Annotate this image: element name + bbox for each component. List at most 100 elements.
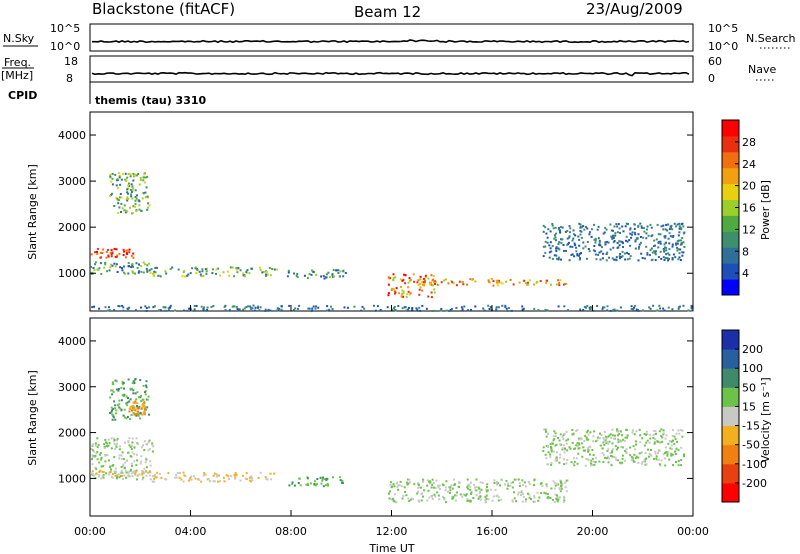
range-gate-cell	[113, 205, 116, 207]
range-gate-cell	[518, 485, 521, 487]
range-gate-cell	[590, 464, 593, 467]
range-gate-cell	[109, 195, 112, 197]
range-gate-cell	[578, 258, 581, 261]
range-gate-cell	[133, 413, 136, 416]
range-gate-cell	[645, 237, 648, 240]
range-gate-cell	[640, 252, 643, 255]
range-gate-cell	[132, 470, 135, 473]
range-gate-cell	[433, 288, 436, 291]
range-gate-cell	[200, 305, 203, 308]
range-gate-cell	[592, 309, 595, 312]
range-gate-cell	[247, 305, 250, 308]
range-gate-cell	[555, 246, 558, 249]
range-gate-cell	[561, 447, 564, 450]
range-gate-cell	[641, 309, 644, 312]
range-gate-cell	[604, 226, 607, 229]
range-gate-cell	[293, 272, 296, 275]
range-gate-cell	[526, 492, 529, 495]
range-gate-cell	[121, 380, 124, 383]
range-gate-cell	[427, 295, 430, 298]
range-gate-cell	[441, 495, 444, 498]
range-gate-cell	[184, 475, 187, 478]
range-gate-cell	[322, 476, 325, 479]
range-gate-cell	[110, 447, 113, 450]
range-gate-cell	[664, 437, 667, 440]
range-gate-cell	[130, 462, 133, 465]
range-gate-cell	[676, 223, 679, 226]
range-gate-cell	[561, 436, 564, 439]
range-gate-cell	[144, 191, 147, 194]
range-gate-cell	[136, 453, 138, 456]
range-gate-cell	[648, 441, 651, 444]
range-gate-cell	[599, 432, 601, 435]
range-gate-cell	[438, 484, 441, 487]
range-gate-cell	[133, 460, 136, 463]
range-gate-cell	[136, 402, 139, 405]
range-gate-cell	[578, 443, 581, 446]
range-gate-cell	[99, 452, 102, 454]
range-gate-cell	[148, 204, 151, 207]
range-gate-cell	[629, 228, 632, 231]
range-gate-cell	[449, 309, 452, 311]
range-gate-cell	[153, 474, 156, 477]
range-gate-cell	[225, 474, 228, 477]
range-gate-cell	[235, 267, 238, 270]
range-gate-cell	[653, 442, 656, 445]
range-gate-cell	[607, 455, 610, 458]
range-gate-cell	[527, 283, 530, 286]
power-colorbar-swatch	[722, 215, 739, 232]
range-gate-cell	[605, 253, 608, 255]
velocity-colorbar-tick-label: 200	[742, 343, 763, 356]
range-gate-cell	[606, 457, 608, 460]
range-gate-cell	[115, 444, 118, 447]
range-gate-cell	[430, 274, 433, 277]
range-gate-cell	[677, 248, 680, 251]
range-gate-cell	[658, 463, 661, 466]
range-gate-cell	[680, 459, 683, 461]
range-gate-cell	[132, 256, 135, 259]
range-gate-cell	[115, 409, 118, 412]
range-gate-cell	[662, 228, 665, 231]
range-gate-cell	[402, 291, 405, 294]
range-gate-cell	[118, 252, 121, 255]
range-gate-cell	[575, 250, 578, 253]
range-gate-cell	[655, 250, 657, 253]
range-gate-cell	[114, 407, 117, 410]
range-gate-cell	[125, 471, 128, 474]
range-gate-cell	[346, 306, 349, 309]
range-gate-cell	[138, 405, 141, 408]
range-gate-cell	[216, 474, 219, 477]
range-gate-cell	[650, 226, 653, 229]
range-gate-cell	[602, 437, 605, 439]
range-gate-cell	[136, 194, 138, 197]
range-gate-cell	[559, 229, 561, 232]
range-gate-cell	[558, 284, 561, 287]
range-gate-cell	[486, 489, 489, 492]
range-gate-cell	[555, 250, 558, 252]
range-gate-cell	[117, 212, 120, 214]
range-gate-cell	[614, 445, 617, 448]
range-gate-cell	[158, 309, 160, 312]
range-gate-cell	[311, 307, 314, 310]
range-gate-cell	[211, 272, 214, 275]
range-gate-cell	[117, 172, 120, 174]
range-gate-cell	[402, 290, 405, 293]
range-gate-cell	[650, 259, 653, 262]
range-gate-cell	[90, 472, 93, 475]
range-gate-cell	[585, 458, 588, 461]
range-gate-cell	[674, 453, 677, 456]
range-gate-cell	[417, 490, 419, 493]
range-gate-cell	[324, 484, 327, 487]
range-gate-cell	[665, 249, 668, 252]
range-gate-cell	[312, 271, 315, 274]
range-gate-cell	[426, 484, 429, 487]
range-gate-cell	[392, 273, 395, 276]
range-gate-cell	[343, 306, 346, 309]
range-gate-cell	[624, 459, 627, 462]
range-gate-cell	[128, 407, 131, 410]
range-gate-cell	[467, 309, 469, 312]
range-gate-cell	[150, 267, 153, 270]
range-gate-cell	[542, 450, 545, 452]
range-gate-cell	[204, 268, 207, 271]
range-gate-cell	[266, 273, 269, 276]
